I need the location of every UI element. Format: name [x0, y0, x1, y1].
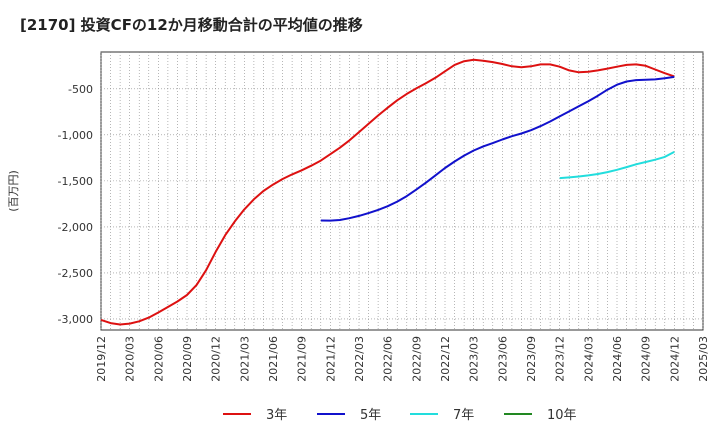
x-tick-label: 2019/12 [95, 336, 108, 382]
series-line [559, 151, 675, 180]
x-tick-label: 2022/12 [439, 336, 452, 382]
x-tick-label: 2023/03 [468, 336, 481, 382]
grid-layer [100, 51, 704, 331]
legend-label: 5年 [360, 408, 381, 423]
legend-label: 7年 [453, 408, 474, 423]
x-tick-label: 2022/03 [353, 336, 366, 382]
x-tick-label: 2021/06 [267, 336, 280, 382]
y-tick-label: -2,500 [58, 267, 93, 280]
series-line [320, 75, 675, 222]
plot-area [100, 51, 704, 331]
x-tick-label: 2023/09 [525, 336, 538, 382]
x-tick-label: 2021/12 [324, 336, 337, 382]
series-line [100, 58, 675, 326]
x-tick-label: 2023/12 [554, 336, 567, 382]
x-tick-label: 2020/03 [124, 336, 137, 382]
x-tick-label: 2024/09 [640, 336, 653, 382]
x-tick-label: 2021/03 [238, 336, 251, 382]
y-tick-label: -500 [68, 83, 93, 96]
x-tick-label: 2020/09 [181, 336, 194, 382]
legend-label: 3年 [266, 408, 287, 423]
axis-layer: -500 -1,000 -1,500 -2,000 -2,500 -3,0002019/1… [58, 83, 710, 382]
legend: 3年 5年 7年 10年 [223, 408, 577, 423]
x-tick-label: 2024/12 [668, 336, 681, 382]
x-tick-label: 2025/03 [697, 336, 710, 382]
y-tick-label: -1,000 [58, 129, 93, 142]
x-tick-label: 2022/09 [410, 336, 423, 382]
chart-title: [2170] 投資CFの12か月移動合計の平均値の推移 [20, 16, 363, 34]
x-tick-label: 2024/03 [582, 336, 595, 382]
x-tick-label: 2021/09 [296, 336, 309, 382]
x-tick-label: 2020/06 [152, 336, 165, 382]
x-tick-label: 2023/06 [496, 336, 509, 382]
y-tick-label: -3,000 [58, 313, 93, 326]
y-tick-label: -1,500 [58, 175, 93, 188]
y-tick-label: -2,000 [58, 221, 93, 234]
x-tick-label: 2022/06 [382, 336, 395, 382]
x-tick-label: 2020/12 [210, 336, 223, 382]
legend-label: 10年 [547, 408, 577, 423]
y-axis-label: (百万円) [7, 170, 20, 212]
series-layer [100, 58, 675, 326]
x-tick-label: 2024/06 [611, 336, 624, 382]
